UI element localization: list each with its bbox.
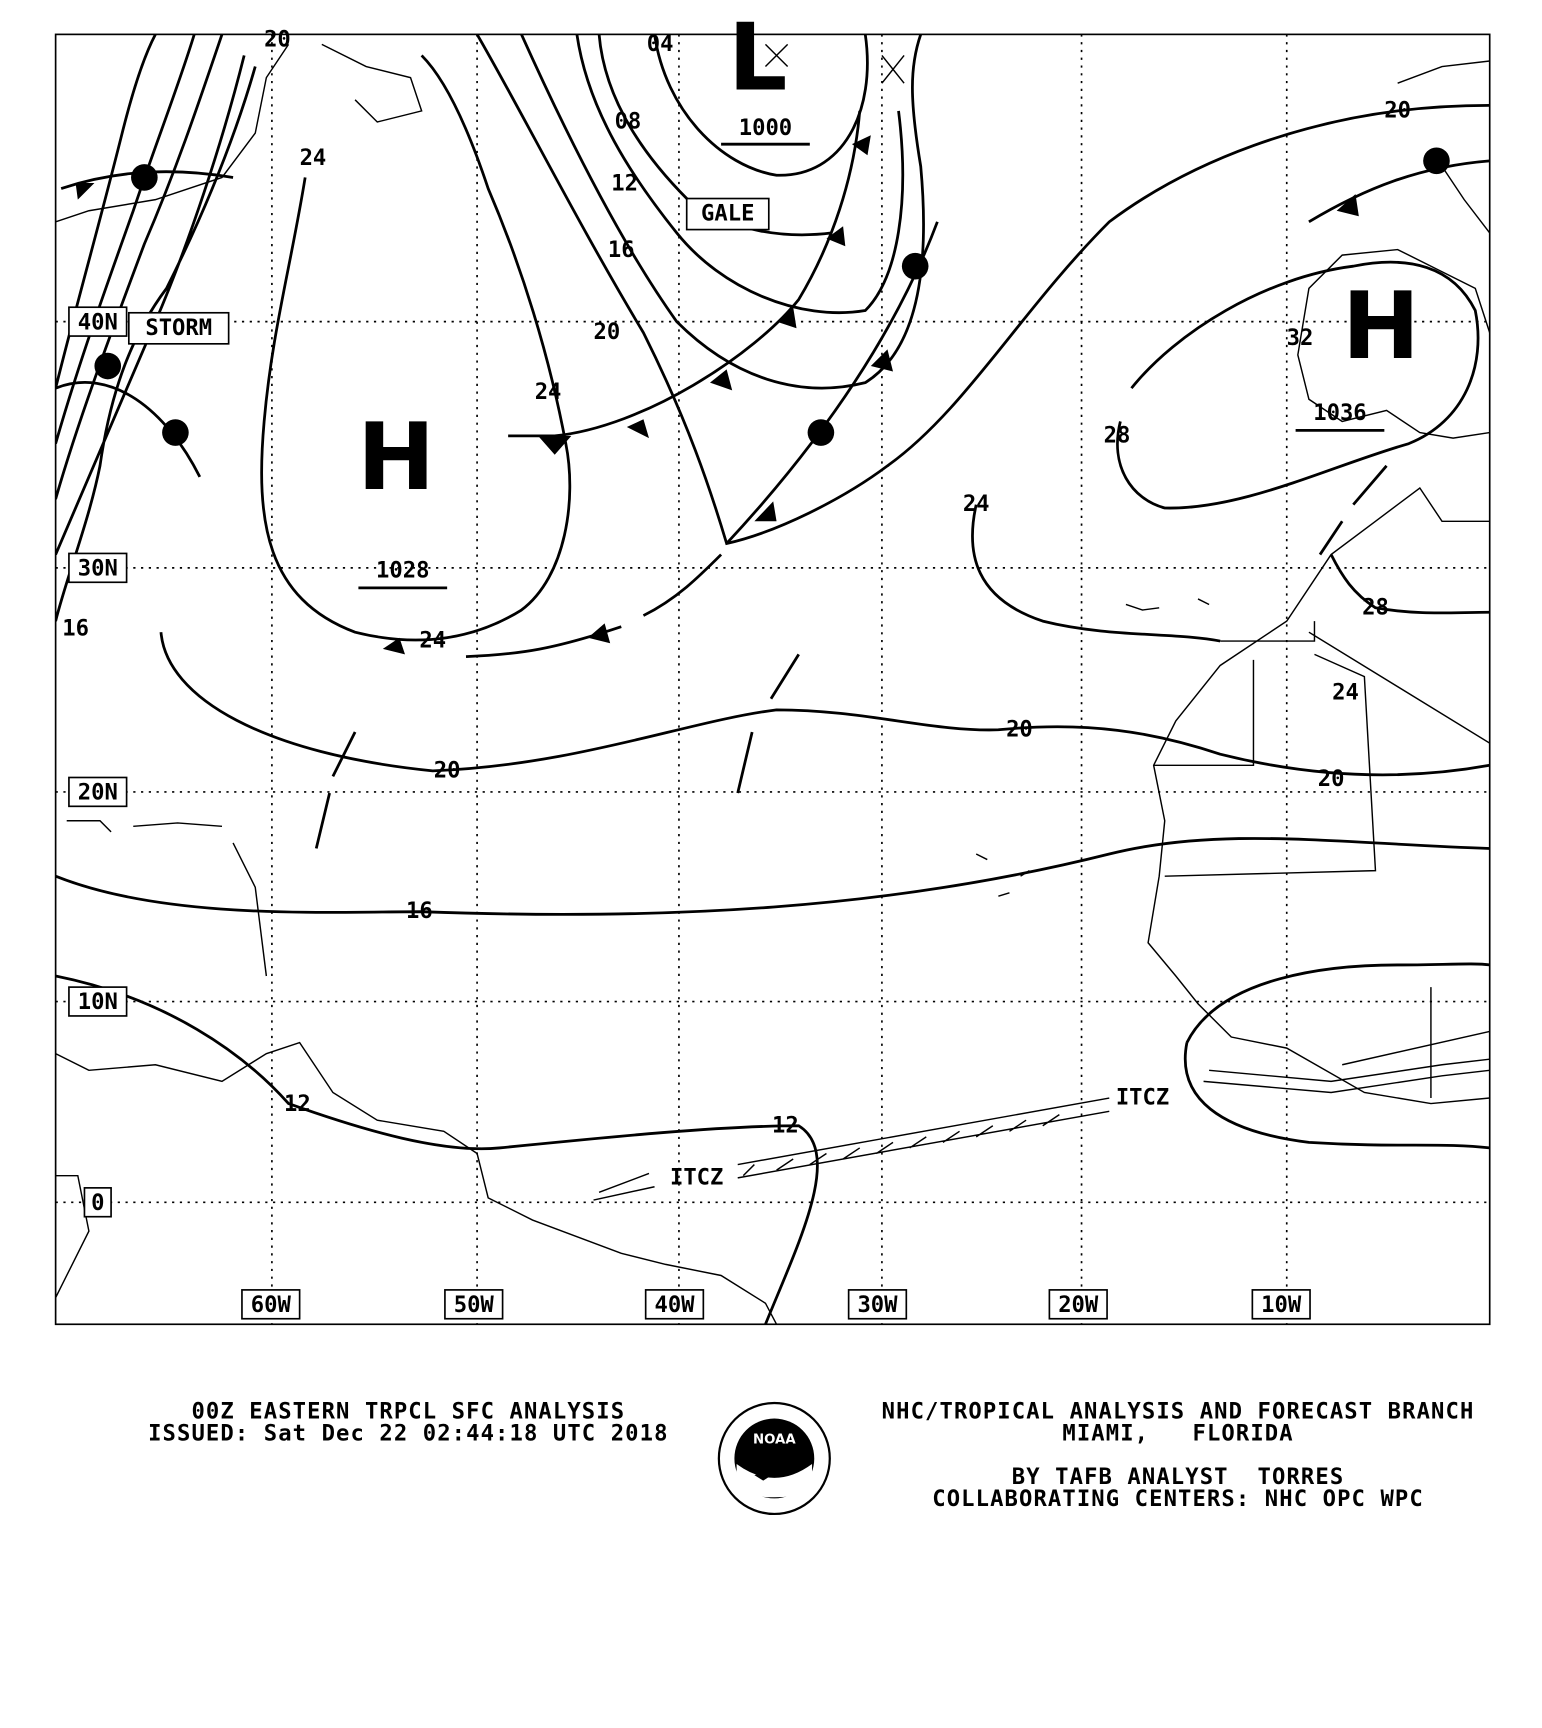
center-symbol: L [728,4,787,112]
map-body [55,34,1490,1325]
product-title: 00Z EASTERN TRPCL SFC ANALYSIS [191,1398,625,1424]
isobar-label: 24 [300,145,327,171]
borders [1153,621,1490,1099]
isobar-label: 24 [963,491,990,517]
warning-label: STORM [145,315,212,341]
warning-label: GALE [701,201,754,227]
longitude-label: 30W [857,1292,898,1318]
collaborating-centers: COLLABORATING CENTERS: NHC OPC WPC [932,1486,1424,1512]
latitude-label: 20N [78,780,118,806]
pressure-centers: H 1028 L 1000 H 1036 [357,4,1420,590]
longitude-label: 60W [251,1292,292,1318]
logo-text: NOAA [753,1433,796,1448]
longitude-label: 10W [1261,1292,1302,1318]
center-symbol: H [357,403,435,511]
itcz-label: ITCZ [670,1164,723,1190]
footer: 00Z EASTERN TRPCL SFC ANALYSIS ISSUED: S… [148,1398,1475,1512]
map-frame [54,33,1491,1326]
isobar-label: 24 [1332,680,1359,706]
graticule [55,34,1490,1325]
coastlines [55,43,1490,1325]
longitude-label: 40W [654,1292,695,1318]
itcz-label: ITCZ [1116,1085,1169,1111]
isobar-label: 28 [1104,422,1131,448]
isobar-label: 12 [284,1091,311,1117]
isobar-label: 20 [1006,716,1033,742]
location: MIAMI, FLORIDA [1062,1421,1293,1447]
analyst: BY TAFB ANALYST TORRES [1012,1464,1345,1490]
isobar-label: 16 [406,898,433,924]
center-pressure: 1000 [739,115,792,141]
isobar-label: 04 [647,31,674,57]
latitude-label: 40N [78,309,118,335]
fronts [55,43,1490,1201]
isobar-label: 12 [611,171,638,197]
isobar-label: 20 [1384,97,1411,123]
isobar-label: 20 [434,757,461,783]
latitude-label: 30N [78,555,118,581]
longitude-labels: 60W 50W 40W 30W 20W 10W [241,1289,1311,1320]
annotations: GALE STORM ITCZ ITCZ [127,197,1169,1190]
noaa-logo: NOAA [717,1401,831,1516]
latitude-labels: 40N 30N 20N 10N 0 [68,306,128,1218]
isobar-label: 32 [1287,325,1314,351]
isobar-label: 08 [615,109,642,135]
isobar-label: 24 [419,628,446,654]
longitude-label: 20W [1058,1292,1099,1318]
issued-time: ISSUED: Sat Dec 22 02:44:18 UTC 2018 [148,1421,668,1447]
isobar-label: 20 [264,26,291,52]
isobar-label: 20 [593,319,620,345]
isobar-label: 16 [62,615,89,641]
center-pressure: 1028 [376,558,429,584]
center-symbol: H [1342,272,1420,380]
isobar-label: 24 [535,379,562,405]
isobar-label: 20 [1318,766,1345,792]
longitude-label: 50W [454,1292,495,1318]
isobar-labels: 20 24 04 08 12 16 20 24 20 32 28 24 28 2… [62,26,1411,1138]
isobar-label: 16 [608,237,635,263]
center-pressure: 1036 [1313,400,1366,426]
isobar-label: 28 [1362,594,1389,620]
latitude-label: 0 [91,1190,104,1216]
branch: NHC/TROPICAL ANALYSIS AND FORECAST BRANC… [882,1398,1475,1424]
latitude-label: 10N [78,989,118,1015]
isobar-label: 12 [772,1112,799,1138]
